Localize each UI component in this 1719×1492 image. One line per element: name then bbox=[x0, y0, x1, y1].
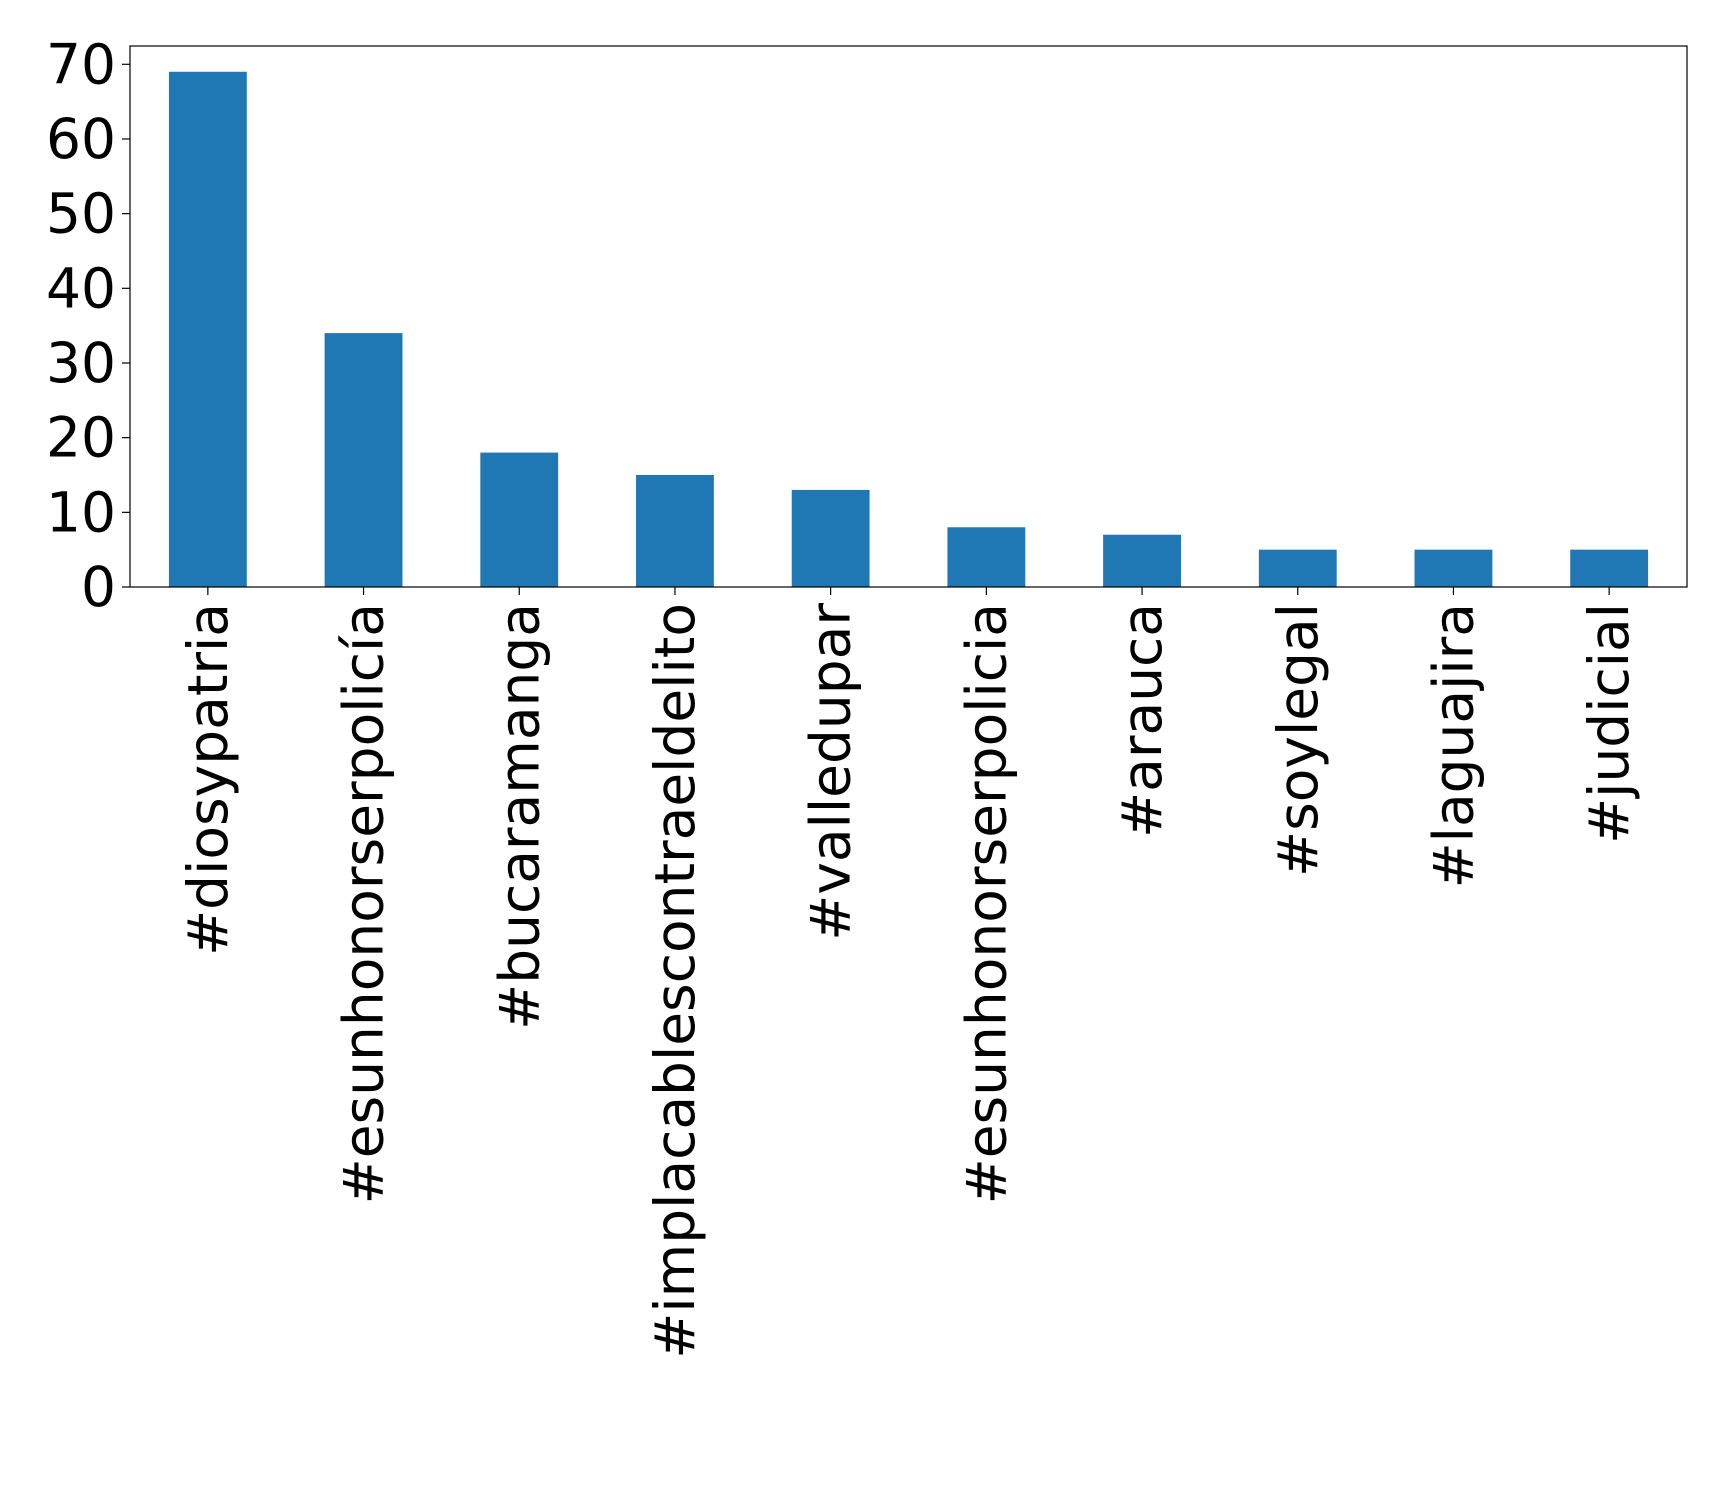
x-tick-label: #diosypatria bbox=[176, 603, 240, 956]
x-tick-label: #valledupar bbox=[799, 603, 863, 941]
bar bbox=[947, 527, 1026, 587]
bar bbox=[168, 71, 247, 587]
y-tick-label: 70 bbox=[46, 32, 116, 96]
y-tick-label: 40 bbox=[46, 256, 116, 320]
bar bbox=[1414, 549, 1493, 587]
x-tick-label: #esunhonorserpolicia bbox=[954, 603, 1018, 1204]
x-tick-label: #esunhonorserpolicía bbox=[332, 603, 396, 1204]
x-tick-label: #bucaramanga bbox=[487, 603, 551, 1030]
x-tick-label: #laguajira bbox=[1421, 603, 1485, 888]
bar bbox=[480, 452, 559, 587]
x-tick-label: #soylegal bbox=[1266, 603, 1330, 877]
bar bbox=[324, 333, 403, 587]
y-tick-label: 20 bbox=[46, 406, 116, 470]
y-tick-label: 0 bbox=[81, 555, 116, 619]
x-tick-label: #judicial bbox=[1577, 603, 1641, 844]
bar bbox=[1103, 534, 1181, 587]
bar bbox=[1258, 549, 1337, 587]
x-tick-label: #arauca bbox=[1110, 603, 1174, 838]
y-tick-label: 30 bbox=[46, 331, 116, 395]
y-tick-label: 50 bbox=[46, 182, 116, 246]
bar bbox=[636, 474, 714, 587]
x-tick-label: #implacablescontraeldelito bbox=[643, 603, 707, 1359]
bar bbox=[791, 489, 870, 587]
plot-frame bbox=[129, 45, 1688, 588]
y-tick-label: 60 bbox=[46, 107, 116, 171]
bar bbox=[1570, 549, 1649, 587]
y-tick-label: 10 bbox=[46, 480, 116, 544]
